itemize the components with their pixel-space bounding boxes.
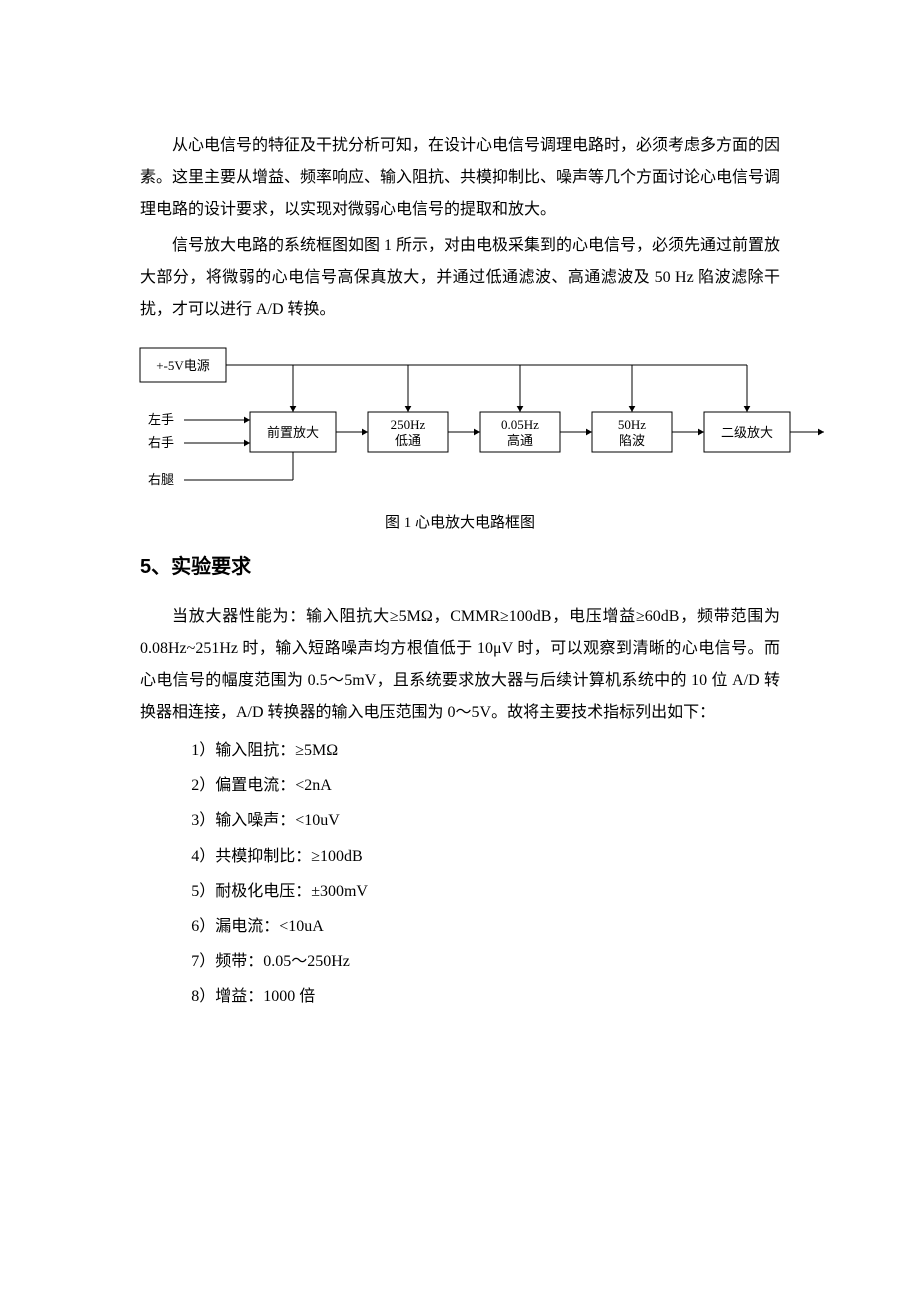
spec-item: 7）频带：0.05～250Hz [191, 944, 780, 979]
requirements-paragraph: 当放大器性能为：输入阻抗大≥5MΩ，CMMR≥100dB，电压增益≥60dB，频… [140, 601, 780, 729]
svg-text:右手: 右手 [148, 435, 174, 450]
svg-text:+-5V电源: +-5V电源 [156, 358, 210, 373]
svg-text:二级放大: 二级放大 [721, 425, 773, 440]
svg-text:陷波: 陷波 [619, 433, 645, 448]
svg-text:50Hz: 50Hz [618, 417, 646, 432]
diagram-caption: 图 1 心电放大电路框图 [140, 511, 780, 532]
svg-text:前置放大: 前置放大 [267, 425, 319, 440]
intro-paragraph-2: 信号放大电路的系统框图如图 1 所示，对由电极采集到的心电信号，必须先通过前置放… [140, 230, 780, 326]
svg-text:左手: 左手 [148, 412, 174, 427]
svg-text:高通: 高通 [507, 433, 533, 448]
section-heading: 5、实验要求 [140, 550, 780, 579]
spec-item: 1）输入阻抗：≥5MΩ [191, 733, 780, 768]
spec-item: 3）输入噪声：<10uV [191, 803, 780, 838]
spec-item: 6）漏电流：<10uA [191, 909, 780, 944]
svg-text:低通: 低通 [395, 433, 421, 448]
block-diagram-svg: +-5V电源左手右手右腿 前置放大 250Hz低通 0.05Hz高通 50Hz陷波 二级放… [130, 340, 850, 500]
svg-text:0.05Hz: 0.05Hz [501, 417, 539, 432]
spec-item: 8）增益：1000 倍 [191, 979, 780, 1014]
spec-item: 5）耐极化电压：±300mV [191, 874, 780, 909]
spec-item: 4）共模抑制比：≥100dB [191, 839, 780, 874]
svg-text:250Hz: 250Hz [391, 417, 426, 432]
spec-item: 2）偏置电流：<2nA [191, 768, 780, 803]
svg-text:右腿: 右腿 [148, 472, 174, 487]
block-diagram: +-5V电源左手右手右腿 前置放大 250Hz低通 0.05Hz高通 50Hz陷波 二级放… [130, 340, 850, 505]
intro-paragraph-1: 从心电信号的特征及干扰分析可知，在设计心电信号调理电路时，必须考虑多方面的因素。… [140, 130, 780, 226]
spec-list: 1）输入阻抗：≥5MΩ2）偏置电流：<2nA3）输入噪声：<10uV4）共模抑制… [191, 733, 780, 1015]
